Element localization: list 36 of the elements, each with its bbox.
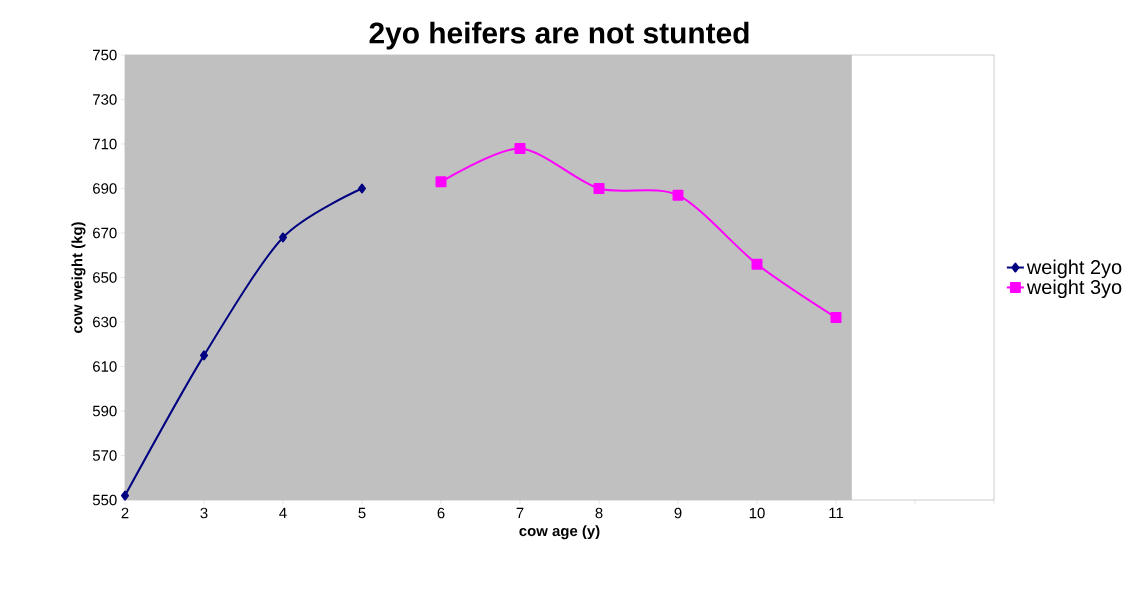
y-tick-label: 570 (92, 450, 117, 461)
legend-label: weight 3yo (1026, 279, 1122, 299)
point (435, 176, 447, 188)
point (830, 312, 842, 324)
y-tick-label: 610 (93, 361, 117, 372)
y-tick-label: 670 (93, 227, 117, 239)
y-tick-label: 590 (92, 405, 117, 417)
x-tick-label: 5 (358, 507, 366, 519)
point (200, 350, 208, 361)
point (751, 258, 763, 270)
x-tick-label: 9 (674, 507, 682, 519)
point (121, 490, 129, 501)
x-tick-label: 3 (200, 507, 208, 519)
chart-title: 2yo heifers are not stunted (369, 21, 749, 50)
point (358, 183, 366, 194)
point (672, 189, 684, 201)
y-axis-title: cow weight (kg) (71, 222, 86, 333)
x-tick-label: 7 (516, 507, 524, 519)
legend-label: weight 2yo (1026, 259, 1122, 279)
point (279, 232, 287, 243)
x-tick-label: 10 (749, 507, 765, 519)
x-axis-title: cow age (y) (519, 525, 600, 540)
y-tick-label: 550 (92, 494, 117, 506)
x-tick-label: 2 (121, 507, 129, 519)
x-tick-label: 4 (279, 507, 287, 519)
y-tick-label: 730 (93, 94, 117, 105)
y-tick-label: 710 (93, 138, 117, 150)
point (514, 142, 526, 154)
y-tick-label: 690 (93, 183, 117, 194)
y-tick-label: 630 (93, 316, 117, 328)
y-tick-label: 650 (93, 272, 117, 283)
x-tick-label: 11 (829, 507, 844, 519)
y-tick-label: 750 (93, 49, 117, 61)
x-tick-label: 6 (437, 507, 445, 519)
x-tick-label: 8 (595, 507, 603, 519)
point (593, 183, 605, 194)
